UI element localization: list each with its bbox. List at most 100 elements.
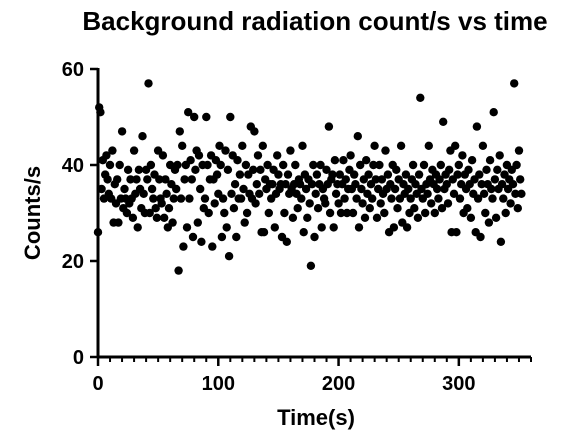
data-point — [212, 170, 222, 179]
data-point — [356, 160, 365, 170]
data-point — [134, 165, 144, 174]
y-tick-label: 20 — [62, 251, 84, 273]
data-point — [157, 199, 166, 208]
data-point — [280, 208, 289, 218]
data-point — [390, 184, 400, 194]
data-point — [497, 180, 507, 189]
data-point — [434, 194, 443, 203]
data-point — [329, 223, 338, 232]
y-tick-label: 0 — [73, 347, 84, 369]
data-point — [155, 175, 164, 184]
data-point — [393, 204, 402, 213]
data-point — [511, 189, 520, 198]
data-point — [204, 208, 213, 218]
data-point — [256, 165, 265, 174]
data-point — [435, 175, 444, 184]
data-point — [283, 170, 293, 179]
data-point — [202, 112, 211, 122]
x-tick-label: 0 — [92, 373, 103, 395]
data-point — [499, 194, 508, 203]
data-point — [439, 117, 448, 127]
data-point — [506, 199, 515, 208]
data-point — [453, 170, 462, 179]
data-point — [173, 160, 182, 170]
data-point — [424, 141, 433, 150]
data-point — [348, 208, 358, 218]
data-point — [293, 204, 302, 213]
data-point — [139, 189, 148, 198]
data-point — [128, 213, 138, 222]
data-point — [232, 232, 241, 242]
data-point — [451, 141, 460, 150]
data-point — [479, 189, 489, 198]
data-point — [268, 180, 277, 189]
data-point — [328, 170, 337, 179]
data-point — [324, 122, 334, 131]
data-point — [387, 194, 396, 203]
data-point — [437, 204, 447, 213]
data-point — [354, 223, 364, 232]
data-point — [423, 189, 432, 198]
data-point — [208, 242, 217, 251]
data-point — [191, 165, 200, 174]
data-point — [250, 127, 259, 136]
data-point — [351, 180, 360, 189]
data-point — [190, 112, 199, 122]
data-point — [132, 175, 141, 184]
data-point — [322, 165, 331, 174]
data-point — [288, 213, 298, 222]
data-point — [475, 170, 484, 179]
data-point — [335, 170, 344, 179]
data-point — [369, 160, 378, 170]
data-point — [147, 184, 157, 194]
data-point — [477, 180, 486, 189]
data-point — [493, 165, 502, 174]
data-point — [310, 232, 319, 242]
data-point — [194, 151, 204, 160]
data-point — [236, 194, 246, 203]
data-point — [144, 79, 153, 88]
data-point — [210, 199, 219, 208]
data-point — [342, 208, 352, 218]
data-point — [93, 228, 103, 237]
data-point — [307, 180, 317, 189]
data-point — [452, 228, 461, 237]
data-point — [251, 199, 260, 208]
data-point — [350, 170, 359, 179]
data-point — [221, 146, 230, 155]
data-point — [376, 199, 385, 208]
data-point — [238, 141, 247, 150]
data-point — [222, 223, 231, 232]
data-point — [449, 189, 459, 198]
data-point — [482, 165, 491, 174]
data-point — [491, 213, 501, 222]
data-point — [508, 180, 518, 189]
data-point — [115, 160, 124, 170]
data-point — [421, 208, 430, 218]
data-point — [313, 204, 323, 213]
data-point — [117, 127, 127, 136]
data-point — [370, 141, 379, 150]
data-point — [123, 165, 133, 174]
y-axis: 0 20 40 60 — [62, 59, 100, 369]
data-point — [270, 223, 279, 232]
data-point — [230, 180, 240, 189]
data-point — [330, 156, 340, 165]
data-point — [305, 199, 314, 208]
data-point — [472, 122, 482, 131]
data-point — [143, 175, 152, 184]
data-point — [241, 160, 251, 170]
data-point — [249, 165, 258, 174]
data-point — [443, 199, 453, 208]
data-point — [168, 218, 177, 227]
data-point — [513, 204, 522, 213]
data-point — [122, 208, 132, 218]
data-point — [476, 232, 485, 242]
data-point — [463, 204, 472, 213]
data-point — [96, 108, 105, 117]
data-point — [458, 151, 467, 160]
data-point — [220, 208, 229, 218]
data-point — [514, 146, 524, 155]
x-axis: 0 100 200 300 — [92, 355, 532, 395]
